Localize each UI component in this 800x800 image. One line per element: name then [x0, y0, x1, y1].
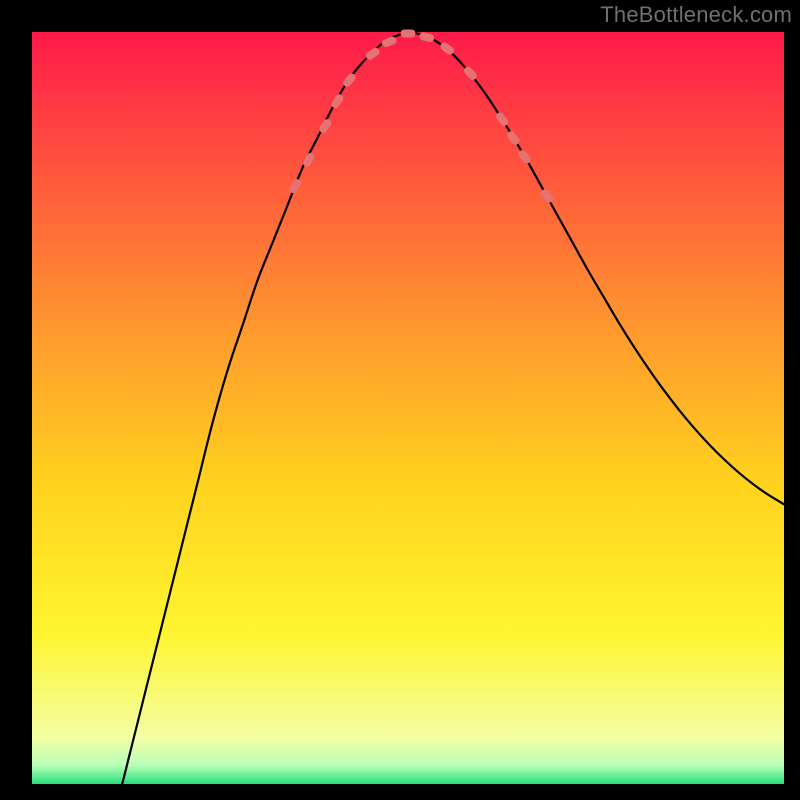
marker-dash-markers-0 [288, 178, 303, 195]
marker-dash-markers-11 [494, 111, 510, 128]
marker-dash-markers-14 [539, 188, 555, 205]
marker-dash-markers-13 [517, 149, 533, 166]
stage: TheBottleneck.com [0, 0, 800, 800]
chart-overlay [0, 0, 800, 800]
curve-right-curve [408, 32, 784, 504]
watermark-text: TheBottleneck.com [600, 2, 792, 28]
marker-dash-markers-12 [506, 130, 522, 147]
marker-dash-markers-7 [401, 30, 416, 38]
curve-left-curve [122, 32, 408, 784]
marker-dash-markers-8 [419, 31, 436, 43]
